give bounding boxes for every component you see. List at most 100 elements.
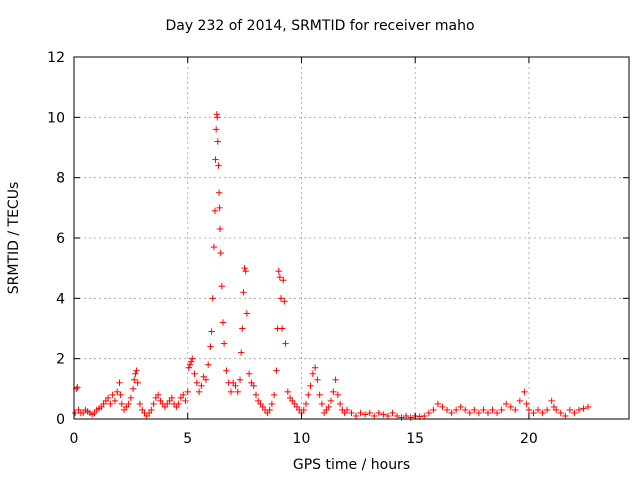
data-point <box>239 325 246 332</box>
data-point <box>179 391 187 399</box>
data-point <box>236 376 244 383</box>
data-point <box>466 409 473 417</box>
data-point <box>280 277 287 284</box>
data-point <box>462 406 469 414</box>
data-point <box>111 397 119 405</box>
data-point <box>334 391 342 399</box>
data-point <box>154 391 162 399</box>
data-point <box>240 289 247 296</box>
grid-lines <box>74 57 629 419</box>
data-point <box>219 319 227 326</box>
data-point <box>234 388 241 396</box>
x-tick-label: 0 <box>70 431 79 447</box>
data-point <box>214 138 221 145</box>
plot-frame <box>73 56 630 420</box>
data-point <box>434 400 442 408</box>
data-point <box>489 406 496 414</box>
data-point <box>207 343 214 350</box>
data-point <box>104 394 112 402</box>
data-point <box>117 391 124 399</box>
data-point <box>357 409 364 417</box>
data-point <box>270 391 278 399</box>
data-point <box>425 409 433 417</box>
data-point <box>252 391 260 399</box>
data-point <box>336 400 344 408</box>
data-point <box>284 388 292 396</box>
data-point <box>580 405 587 412</box>
data-point <box>131 376 138 383</box>
data-point <box>268 400 276 408</box>
data-point <box>250 382 257 390</box>
data-point <box>109 391 116 399</box>
data-point <box>243 310 251 317</box>
data-point <box>275 267 282 275</box>
data-point <box>184 388 191 396</box>
data-point <box>553 406 560 414</box>
x-tick-label: 20 <box>520 431 538 447</box>
data-point <box>525 406 533 414</box>
x-axis-label: GPS time / hours <box>292 457 411 473</box>
data-point <box>214 114 221 121</box>
data-point <box>398 414 405 421</box>
data-point <box>74 384 81 391</box>
data-point <box>475 409 483 417</box>
data-point <box>575 406 583 414</box>
data-point <box>512 406 519 414</box>
data-point <box>480 406 487 414</box>
data-point <box>389 409 396 417</box>
data-point <box>300 406 307 414</box>
data-point <box>562 412 569 420</box>
data-point <box>507 403 514 411</box>
data-point <box>457 403 464 411</box>
data-point <box>215 162 222 169</box>
data-point <box>193 379 201 386</box>
data-point <box>318 400 326 408</box>
y-tick-label: 10 <box>47 110 65 126</box>
data-point <box>216 225 224 233</box>
data-point <box>307 382 314 390</box>
data-point <box>266 406 273 414</box>
data-point <box>393 412 401 420</box>
data-points <box>71 111 592 421</box>
data-point <box>380 411 387 418</box>
data-point <box>311 364 319 371</box>
data-point <box>277 295 285 302</box>
data-point <box>237 349 245 356</box>
y-tick-label: 6 <box>56 231 65 247</box>
y-tick-label: 8 <box>56 171 65 187</box>
data-point <box>278 325 286 332</box>
data-point <box>366 409 373 417</box>
data-point <box>136 400 144 408</box>
data-point <box>189 355 196 362</box>
data-point <box>548 397 555 405</box>
data-point <box>566 406 574 414</box>
data-point <box>107 400 114 408</box>
y-tick-label: 4 <box>56 291 65 307</box>
data-point <box>502 400 510 408</box>
data-point <box>407 414 414 421</box>
data-point <box>452 406 460 414</box>
y-tick-label: 0 <box>56 412 65 428</box>
data-point <box>168 394 176 402</box>
data-point <box>493 409 501 417</box>
data-point <box>212 126 220 133</box>
data-point <box>584 403 592 411</box>
data-point <box>175 400 182 408</box>
data-point <box>218 283 226 290</box>
data-point <box>327 397 335 405</box>
data-point <box>210 243 218 251</box>
data-point <box>208 328 215 335</box>
data-point <box>471 406 478 414</box>
data-point <box>186 361 194 368</box>
data-point <box>127 394 135 402</box>
data-point <box>448 409 455 417</box>
data-point <box>421 412 428 420</box>
data-point <box>498 406 505 414</box>
data-point <box>384 412 392 420</box>
data-point <box>118 400 125 408</box>
data-point <box>402 412 410 420</box>
axis-ticks: 0 2 4 6 8 10 12 0 5 10 15 20 <box>47 50 629 447</box>
data-point <box>220 340 228 347</box>
data-point <box>375 409 382 417</box>
data-point <box>114 388 121 396</box>
